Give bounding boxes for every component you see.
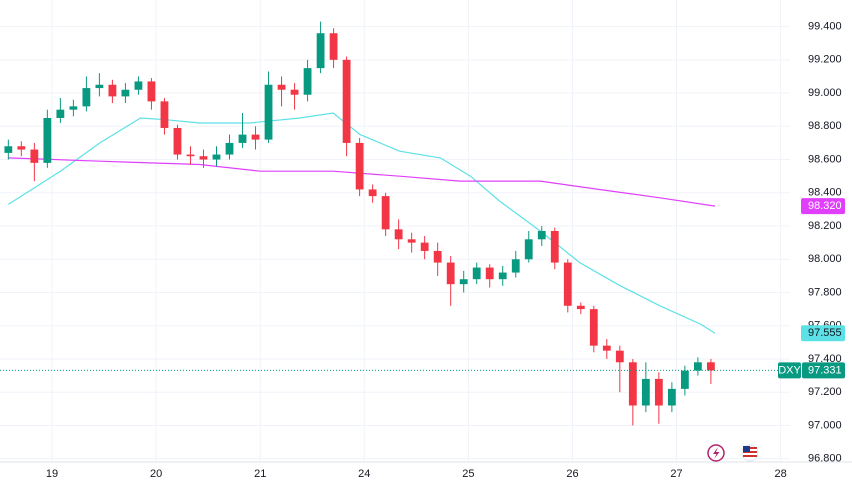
candle-body: [498, 272, 507, 280]
candle-body: [576, 305, 585, 310]
candle-body: [355, 142, 364, 190]
candle-body: [342, 59, 351, 143]
y-tick-label: 97.400: [808, 353, 842, 365]
candle-body: [147, 81, 156, 102]
candle-body: [680, 370, 689, 389]
candle-body: [108, 84, 117, 97]
flash-glyph: [713, 447, 720, 459]
y-tick-label: 97.800: [808, 286, 842, 298]
candle-body: [264, 84, 273, 140]
candle-body: [160, 101, 169, 128]
x-tick-label: 19: [46, 468, 58, 480]
candle-body: [238, 134, 247, 143]
candle-body: [706, 362, 715, 371]
y-tick-label: 98.600: [808, 153, 842, 165]
symbol-tag-label: DXY: [778, 364, 801, 376]
price-tag-label: 98.320: [808, 200, 842, 212]
x-tick-label: 24: [358, 468, 370, 480]
symbol-tag: [778, 362, 801, 379]
price-tag: [801, 325, 845, 342]
candle-body: [667, 388, 676, 406]
candle-body: [381, 196, 390, 230]
candle-body: [173, 127, 182, 155]
candle-body: [524, 239, 533, 260]
candle-body: [329, 33, 338, 60]
y-tick-label: 99.000: [808, 87, 842, 99]
candle-body: [251, 134, 260, 140]
candle-body: [459, 279, 468, 285]
moving-average: [8, 157, 716, 207]
price-tag: [802, 362, 845, 379]
candle-body: [199, 156, 208, 160]
candle-body: [537, 231, 546, 240]
y-tick-label: 98.800: [808, 120, 842, 132]
candle-body: [186, 154, 195, 157]
y-tick-label: 98.200: [808, 220, 842, 232]
x-tick-label: 21: [254, 468, 266, 480]
y-tick-label: 98.000: [808, 253, 842, 265]
icons: [707, 444, 759, 462]
candle-body: [394, 229, 403, 240]
flag-stripe: [743, 455, 757, 457]
candle-body: [420, 242, 429, 251]
candle-body: [693, 362, 702, 371]
candle-body: [433, 250, 442, 263]
y-tick-label: 99.400: [808, 20, 842, 32]
candle-body: [472, 267, 481, 280]
candle-body: [4, 146, 13, 153]
candle-body: [82, 88, 91, 107]
candle-body: [212, 154, 221, 160]
candle-body: [511, 259, 520, 273]
price-tag-label: 97.555: [808, 327, 842, 339]
candle-body: [485, 267, 494, 280]
candle-body: [602, 345, 611, 351]
y-tick-label: 97.200: [808, 386, 842, 398]
y-tick-label: 97.000: [808, 419, 842, 431]
moving-average: [7, 112, 716, 334]
candle-body: [615, 350, 624, 363]
candle-body: [641, 378, 650, 406]
candle-body: [290, 89, 299, 95]
candle-body: [134, 81, 143, 90]
x-tick-label: 27: [670, 468, 682, 480]
candle-body: [628, 362, 637, 406]
candle-body: [654, 378, 663, 406]
candle-body: [446, 262, 455, 285]
candle-body: [563, 262, 572, 306]
candle-body: [17, 146, 26, 150]
price-tag: [801, 198, 845, 215]
grid: [0, 0, 790, 462]
candle-body: [69, 106, 78, 110]
candle-body: [368, 189, 377, 197]
candle-body: [225, 142, 234, 155]
y-tick-label: 98.400: [808, 187, 842, 199]
x-tick-label: 28: [775, 468, 787, 480]
candle-body: [30, 149, 39, 163]
candle-body: [407, 239, 416, 243]
y-tick-label: 99.200: [808, 54, 842, 66]
candle-body: [277, 84, 286, 90]
x-tick-label: 26: [566, 468, 578, 480]
candle-body: [95, 84, 104, 89]
candle-body: [316, 33, 325, 69]
x-tick-label: 25: [462, 468, 474, 480]
flag-canton: [743, 446, 750, 452]
price-tag-label: 97.331: [808, 364, 842, 376]
x-tick-label: 20: [150, 468, 162, 480]
candle-body: [56, 109, 65, 118]
candle-body: [121, 89, 130, 97]
candle-body: [550, 231, 559, 263]
candle-body: [303, 68, 312, 95]
candle-body: [43, 117, 52, 163]
y-tick-label: 96.800: [808, 453, 842, 465]
candle-body: [589, 309, 598, 346]
